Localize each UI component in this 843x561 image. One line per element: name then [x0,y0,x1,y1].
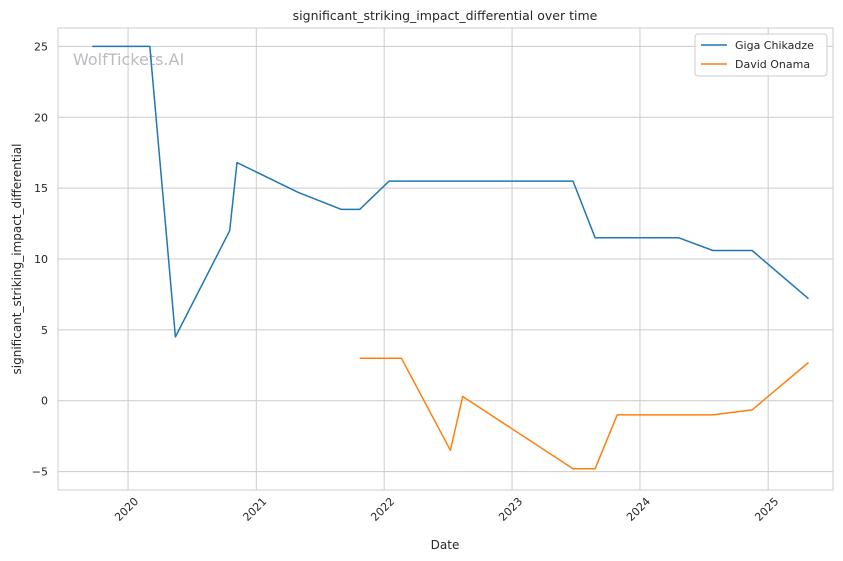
y-tick-label: 5 [41,324,48,337]
x-tick-label: 2020 [112,495,141,524]
watermark: WolfTickets.AI [73,50,184,69]
x-tick-label: 2024 [624,495,653,524]
x-axis-label: Date [431,538,460,552]
x-tick-label: 2023 [496,495,525,524]
x-tick-label: 2021 [240,495,269,524]
y-axis-ticks: −5 0 5 10 15 20 25 [32,40,48,478]
legend-label: Giga Chikadze [735,39,814,52]
series-line-0 [92,45,809,338]
y-tick-label: 0 [41,395,48,408]
x-tick-label: 2025 [752,495,781,524]
chart-title: significant_striking_impact_differential… [293,8,598,23]
y-tick-label: 10 [34,253,48,266]
x-axis-ticks: 2020 2021 2022 2023 2024 2025 [112,495,781,524]
series-group [92,45,809,470]
y-tick-label: 20 [34,111,48,124]
legend: Giga Chikadze David Onama [694,33,828,77]
series-line-1 [359,357,809,470]
y-tick-label: 25 [34,40,48,53]
legend-label: David Onama [735,58,810,71]
x-tick-label: 2022 [368,495,397,524]
y-axis-label: significant_striking_impact_differential [10,144,24,375]
legend-box [694,33,828,77]
y-tick-label: 15 [34,182,48,195]
y-tick-label: −5 [32,466,48,479]
